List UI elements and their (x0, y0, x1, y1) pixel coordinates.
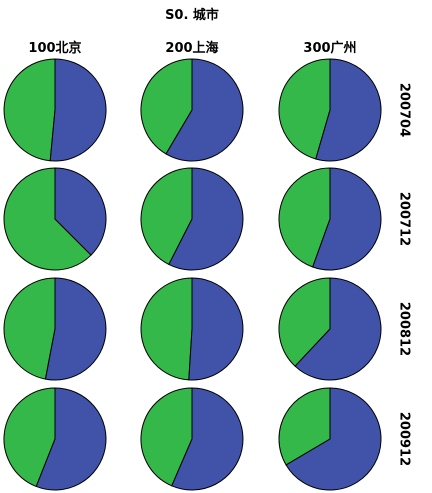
pie-slice-blue-shanghai-200704 (165, 58, 244, 162)
pie-slice-blue-guangzhou-200812 (294, 277, 382, 381)
pie-slice-blue-shanghai-200812 (188, 277, 244, 381)
row-label-200712: 200712 (397, 192, 412, 246)
pie-slice-green-shanghai-200812 (140, 277, 193, 381)
pie-slice-green-shanghai-200912 (140, 387, 193, 487)
pie-guangzhou-200712 (278, 167, 382, 271)
pie-beijing-200912 (3, 387, 107, 491)
pie-slice-green-beijing-200812 (3, 277, 56, 380)
pie-slice-blue-beijing-200912 (35, 387, 107, 491)
pie-slice-blue-beijing-200704 (49, 58, 107, 162)
pie-beijing-200704 (3, 58, 107, 162)
pie-guangzhou-200812 (278, 277, 382, 381)
pie-slice-green-beijing-200704 (3, 58, 56, 162)
pie-slice-blue-guangzhou-200712 (312, 167, 382, 271)
pie-slice-green-beijing-200912 (3, 387, 56, 488)
column-label-shanghai: 200上海 (165, 40, 218, 56)
pie-slice-blue-guangzhou-200912 (285, 387, 382, 491)
column-label-beijing: 100北京 (28, 40, 81, 56)
pie-slice-green-shanghai-200712 (140, 167, 193, 266)
chart-title: S0. 城市 (165, 7, 219, 23)
row-label-200704: 200704 (397, 83, 412, 137)
pie-grid (3, 58, 382, 491)
pie-slice-green-shanghai-200704 (140, 58, 193, 155)
pie-slice-blue-beijing-200812 (44, 277, 107, 381)
pie-slice-green-guangzhou-200704 (278, 58, 331, 160)
pie-slice-blue-shanghai-200912 (171, 387, 244, 491)
pie-slice-green-guangzhou-200712 (278, 167, 331, 268)
pie-beijing-200712 (3, 167, 107, 271)
pie-slice-blue-guangzhou-200704 (315, 58, 382, 162)
pie-slice-blue-shanghai-200712 (168, 167, 244, 271)
pie-beijing-200812 (3, 277, 107, 381)
pie-shanghai-200712 (140, 167, 244, 271)
pie-guangzhou-200912 (278, 387, 382, 491)
row-label-200812: 200812 (397, 302, 412, 356)
pie-shanghai-200912 (140, 387, 244, 491)
pie-slice-green-guangzhou-200912 (278, 387, 331, 466)
row-label-200912: 200912 (397, 412, 412, 466)
pie-slice-green-beijing-200712 (3, 167, 92, 271)
pie-slice-blue-beijing-200712 (54, 167, 107, 256)
pie-shanghai-200704 (140, 58, 244, 162)
pie-shanghai-200812 (140, 277, 244, 381)
column-label-guangzhou: 300广州 (303, 40, 356, 56)
pie-slice-green-guangzhou-200812 (278, 277, 331, 367)
pie-guangzhou-200704 (278, 58, 382, 162)
